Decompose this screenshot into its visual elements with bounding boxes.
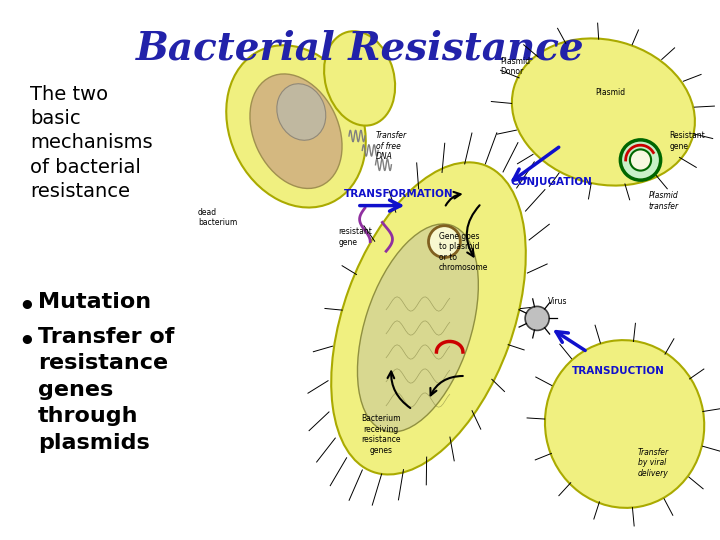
Text: Plasmid
transfer: Plasmid transfer [649, 191, 678, 211]
Ellipse shape [545, 340, 704, 508]
Text: CONJUGATION: CONJUGATION [510, 177, 593, 187]
Ellipse shape [276, 84, 325, 140]
Text: •: • [18, 295, 35, 321]
Ellipse shape [226, 45, 366, 207]
Ellipse shape [250, 74, 342, 188]
Ellipse shape [512, 38, 695, 186]
Text: Transfer of
resistance
genes
through
plasmids: Transfer of resistance genes through pla… [38, 327, 174, 453]
Text: resistant
gene: resistant gene [338, 227, 372, 247]
Ellipse shape [357, 224, 478, 432]
Circle shape [630, 150, 651, 171]
Text: TRANSFORMATION: TRANSFORMATION [343, 189, 454, 199]
Ellipse shape [331, 163, 526, 475]
Text: Gene goes
to plasmid
or to
chromosome: Gene goes to plasmid or to chromosome [439, 232, 488, 272]
Text: dead
bacterium: dead bacterium [198, 208, 237, 227]
Ellipse shape [324, 31, 395, 126]
Text: Plasmid
Donor: Plasmid Donor [500, 57, 530, 76]
Circle shape [621, 140, 661, 180]
Text: Transfer
by viral
delivery: Transfer by viral delivery [638, 448, 669, 478]
Text: TRANSDUCTION: TRANSDUCTION [572, 367, 665, 376]
Text: Virus: Virus [548, 297, 567, 306]
Text: Bacterial Resistance: Bacterial Resistance [135, 30, 585, 68]
Text: Bacterium
receiving
resistance
genes: Bacterium receiving resistance genes [361, 414, 400, 455]
Text: Resistant
gene: Resistant gene [670, 131, 706, 151]
Circle shape [525, 306, 549, 330]
Text: Mutation: Mutation [38, 292, 151, 312]
Text: Transfer
of free
DNA: Transfer of free DNA [376, 131, 407, 161]
Text: Plasmid: Plasmid [595, 88, 626, 97]
Text: The two
basic
mechanisms
of bacterial
resistance: The two basic mechanisms of bacterial re… [30, 85, 153, 201]
Circle shape [428, 226, 460, 258]
Text: •: • [18, 330, 35, 356]
